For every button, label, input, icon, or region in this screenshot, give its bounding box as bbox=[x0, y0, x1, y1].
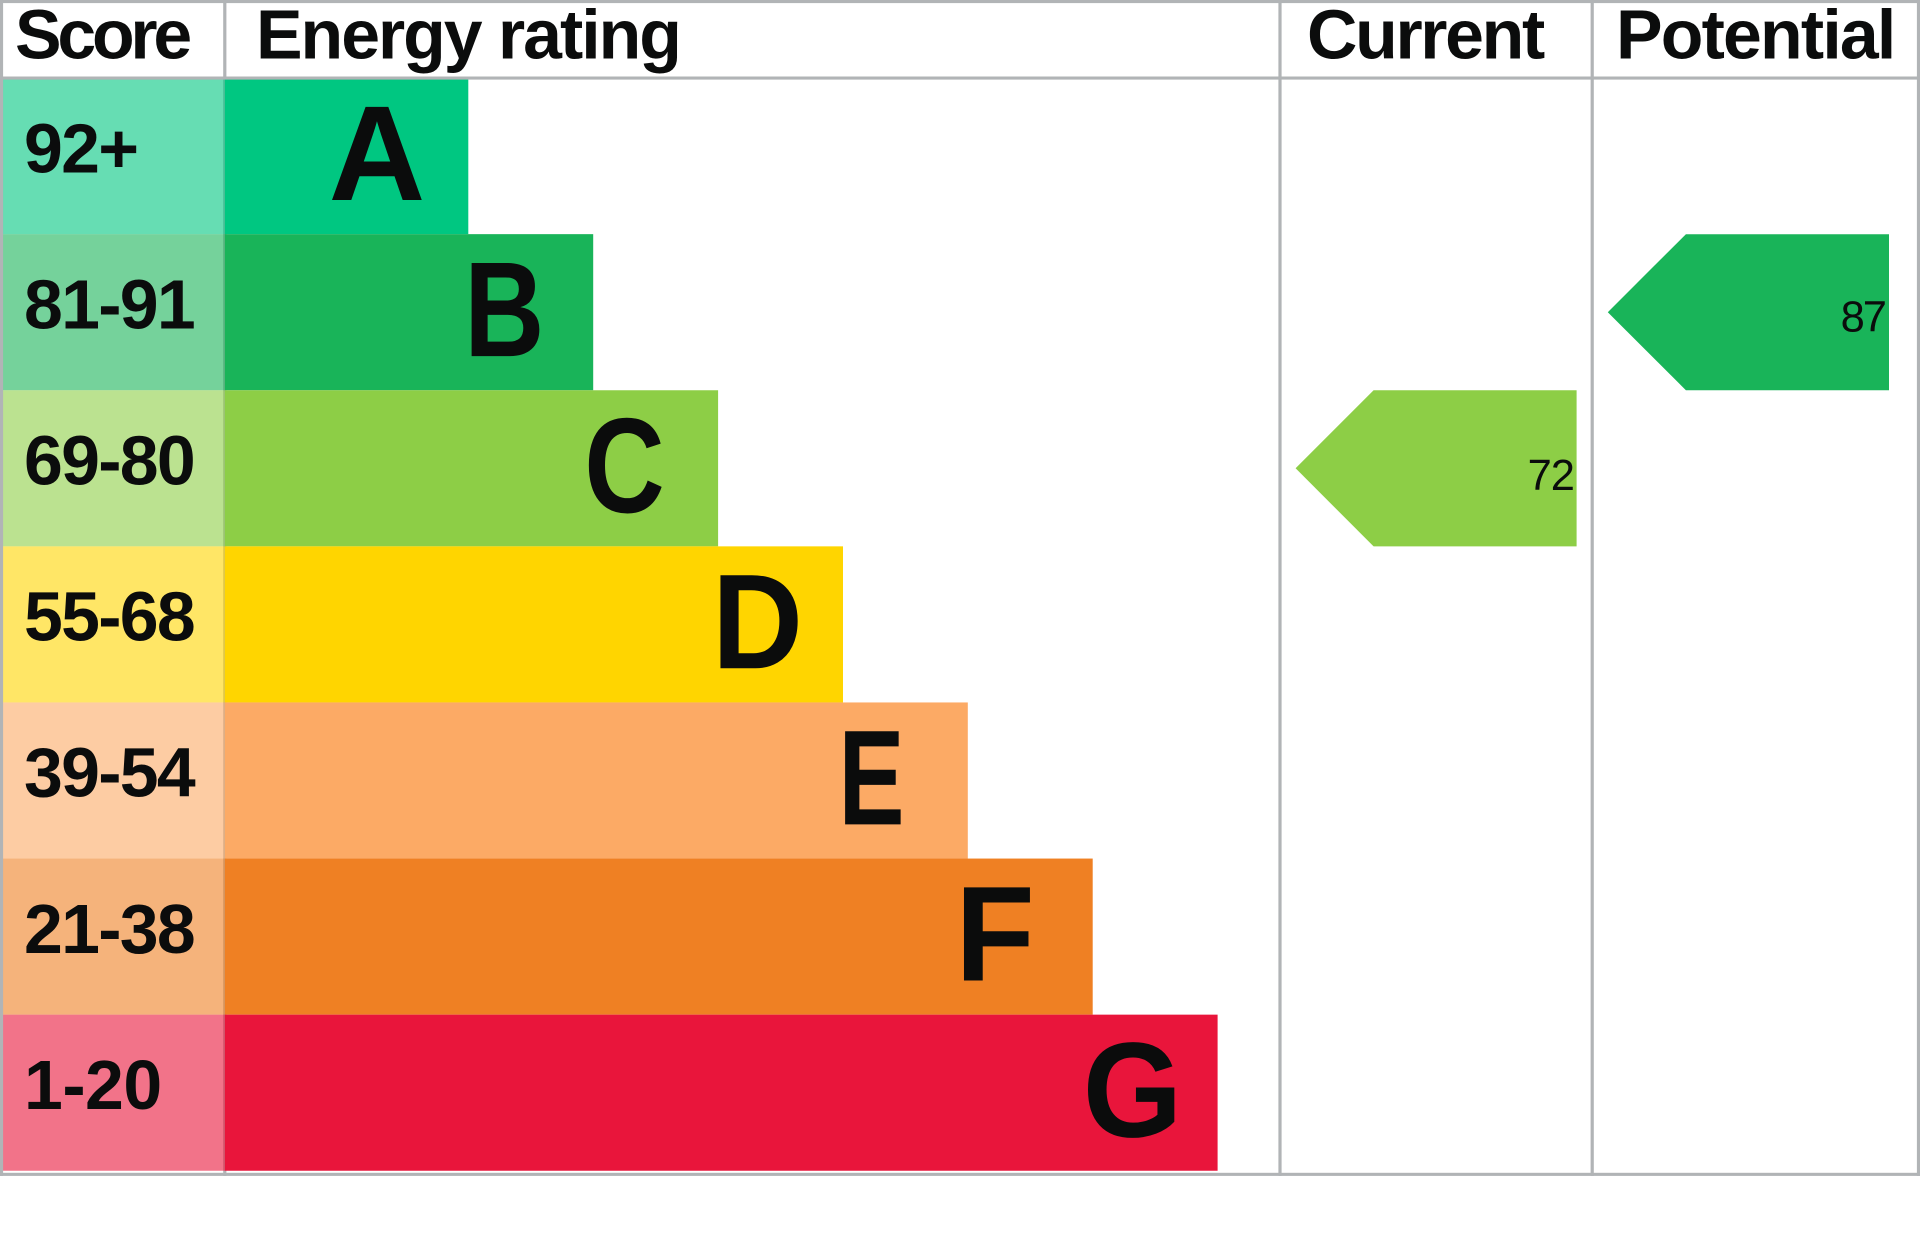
svg-text:69-80: 69-80 bbox=[24, 421, 194, 499]
svg-text:D: D bbox=[712, 546, 803, 697]
svg-text:G: G bbox=[1083, 1015, 1183, 1166]
svg-text:21-38: 21-38 bbox=[24, 890, 194, 968]
svg-text:55-68: 55-68 bbox=[24, 578, 194, 656]
svg-text:39-54: 39-54 bbox=[24, 734, 196, 812]
svg-text:92+: 92+ bbox=[24, 109, 137, 187]
svg-text:81-91: 81-91 bbox=[24, 265, 194, 343]
svg-text:F: F bbox=[955, 859, 1034, 1010]
svg-text:72: 72 bbox=[1528, 452, 1574, 500]
svg-text:Potential: Potential bbox=[1616, 0, 1895, 74]
svg-text:Score: Score bbox=[15, 0, 190, 74]
svg-text:1-20: 1-20 bbox=[24, 1046, 162, 1124]
svg-text:Current: Current bbox=[1307, 0, 1545, 74]
svg-text:B: B bbox=[464, 234, 544, 385]
svg-text:87: 87 bbox=[1841, 294, 1885, 342]
svg-text:E: E bbox=[839, 702, 905, 853]
svg-text:Energy rating: Energy rating bbox=[256, 0, 680, 74]
svg-text:A: A bbox=[329, 78, 426, 229]
svg-text:C: C bbox=[584, 390, 664, 541]
